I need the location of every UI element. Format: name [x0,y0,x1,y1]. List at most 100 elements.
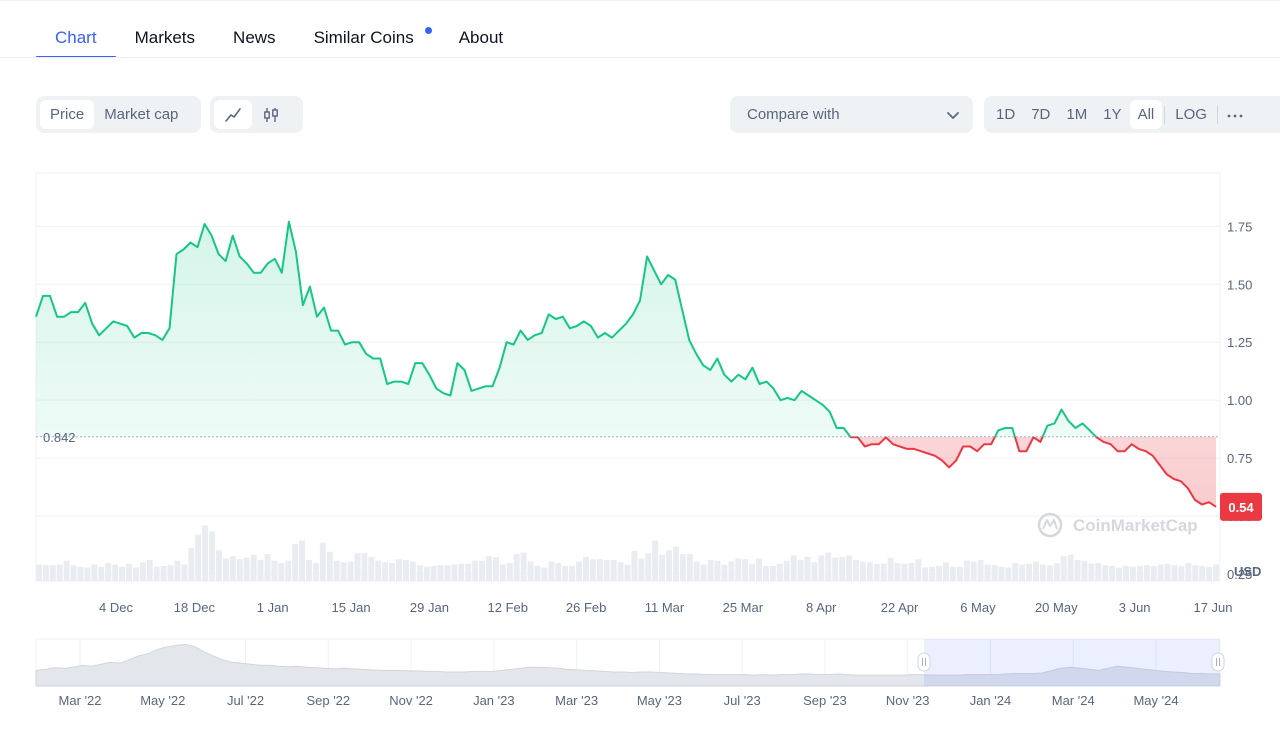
volume-bar [880,563,887,581]
range-all-button[interactable]: All [1129,100,1163,129]
volume-bar [714,560,721,581]
volume-bar [139,562,146,581]
tab-similar-coins[interactable]: Similar Coins [295,18,440,58]
volume-bar [112,564,119,581]
volume-bar [174,560,181,581]
more-options-button[interactable] [1220,100,1250,129]
volume-bar [70,565,77,581]
market-cap-button[interactable]: Market cap [104,106,179,123]
volume-bar [479,560,486,581]
compare-with-dropdown[interactable]: Compare with [730,96,973,133]
volume-bar [956,566,963,581]
volume-bar [347,561,354,581]
volume-bar [63,560,70,581]
volume-bar [589,559,596,581]
x-tick-label: 17 Jun [1193,600,1232,615]
volume-bar [146,560,153,581]
volume-bar [56,564,63,581]
navigator-right-handle[interactable] [1211,652,1225,672]
volume-bar [98,566,105,581]
volume-bar [202,525,209,581]
volume-bar [472,560,479,581]
volume-bar [396,559,402,581]
navigator-label: May '23 [637,693,682,708]
volume-bar [1171,565,1178,581]
range-divider [1164,105,1166,124]
volume-bar [700,564,707,581]
range-1y-button[interactable]: 1Y [1103,106,1122,123]
tab-news[interactable]: News [214,18,295,58]
tab-chart[interactable]: Chart [36,18,116,58]
volume-bar [1206,566,1213,581]
volume-bar [409,561,416,581]
volume-bar [444,565,451,581]
x-tick-label: 29 Jan [410,600,449,615]
line-chart-button[interactable] [214,100,252,129]
range-navigator[interactable]: Mar '22 May '22 Jul '22 Sep '22 Nov '22 Jan '… [35,638,1225,708]
volume-bar [603,560,610,581]
volume-bar [797,560,804,581]
price-chart[interactable]: 0.842 0.250.500.751.001.251.501.75USD0.5… [0,160,1280,729]
volume-bar [195,534,202,581]
y-tick-label: 1.50 [1227,277,1252,292]
time-range-selector: 1D 7D 1M 1Y All LOG [984,96,1280,133]
volume-bar [1164,563,1171,581]
reference-value-label: 0.842 [43,430,76,445]
volume-bar [811,562,818,581]
coinmarketcap-logo-mark [1042,519,1058,530]
navigator-label: Jan '23 [473,693,515,708]
volume-bar [250,554,257,581]
volume-bar [859,561,866,581]
price-line-down [849,436,1217,508]
volume-bar [222,558,229,581]
volume-bar [555,563,562,581]
y-axis-unit: USD [1234,564,1261,579]
volume-bar [216,550,222,581]
volume-bar [306,560,312,581]
volume-bar [707,560,714,581]
volume-bar [693,561,700,581]
line-chart-icon [225,107,241,122]
volume-bar [998,566,1005,581]
volume-bar [465,563,472,581]
volume-bar [271,560,278,581]
coinmarketcap-watermark: CoinMarketCap [1037,512,1198,538]
volume-bar [1005,567,1012,581]
y-tick-label: 0.25 [1227,567,1252,582]
navigator-left-handle[interactable] [917,652,931,672]
volume-bar [776,563,783,581]
volume-bar [520,552,527,581]
volume-bar [49,565,56,581]
volume-bar [783,560,790,581]
volume-bar [652,540,659,581]
tab-label: Markets [134,28,196,47]
y-tick-label: 1.25 [1227,335,1252,350]
x-tick-label: 26 Feb [566,600,606,615]
volume-bar [638,558,645,581]
metric-toggle: Price Market cap [36,96,201,133]
range-1d-button[interactable]: 1D [996,106,1016,123]
price-button[interactable]: Price [40,100,95,129]
volume-bar [382,562,389,581]
volume-bar [1109,566,1116,581]
volume-bar [686,554,693,581]
volume-bar [735,558,742,581]
x-tick-label: 4 Dec [99,600,133,615]
volume-bar [901,563,908,581]
volume-bar [1088,563,1095,581]
volume-bar [610,560,617,581]
volume-bar [326,551,333,581]
candlestick-button[interactable] [252,100,290,129]
volume-bar [673,546,679,581]
volume-bar [278,563,285,581]
tab-markets[interactable]: Markets [116,18,214,58]
x-tick-label: 8 Apr [806,600,837,615]
range-7d-button[interactable]: 7D [1031,106,1051,123]
tab-about[interactable]: About [440,18,522,58]
log-scale-button[interactable]: LOG [1175,106,1207,123]
volume-bar [1150,566,1157,581]
volume-bar [769,566,776,581]
range-1m-button[interactable]: 1M [1066,106,1088,123]
volume-bar [666,550,673,581]
volume-bar [853,560,859,581]
